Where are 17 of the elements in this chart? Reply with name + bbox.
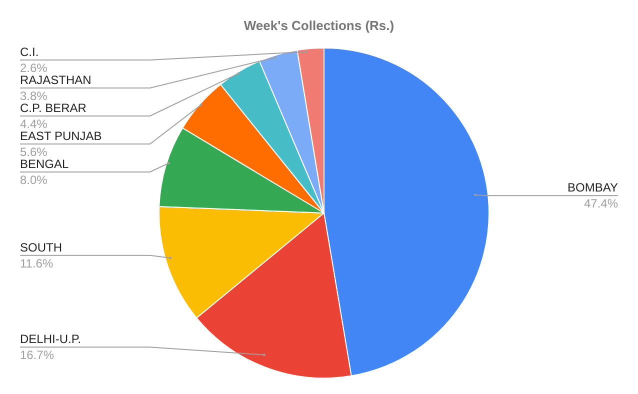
data-label: 3.8%: [20, 88, 48, 103]
slice-label: SOUTH: [20, 240, 62, 254]
data-label: 5.6%: [20, 144, 48, 159]
slice-label: C.I.: [20, 44, 39, 59]
slice-label: EAST PUNJAB: [20, 128, 102, 143]
slice-label: RAJASTHAN: [20, 72, 92, 87]
data-label: 2.6%: [20, 60, 48, 75]
chart-title: Week's Collections (Rs.): [244, 18, 394, 33]
data-label: 11.6%: [20, 256, 54, 270]
data-label: 8.0%: [20, 172, 48, 187]
slice-label: DELHI-U.P.: [20, 332, 82, 346]
slice-label: C.P. BERAR: [20, 100, 87, 115]
data-label: 47.4%: [584, 196, 618, 211]
data-label: 16.7%: [20, 348, 54, 362]
slice-label: BENGAL: [20, 156, 70, 171]
slice-label: BOMBAY: [568, 180, 618, 195]
data-label: 4.4%: [20, 116, 48, 131]
